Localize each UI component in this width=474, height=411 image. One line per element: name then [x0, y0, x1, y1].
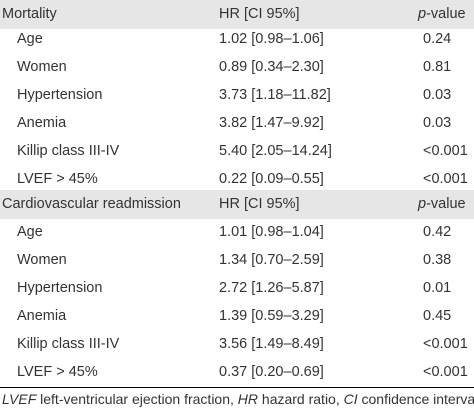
table-row: Killip class III-IV 5.40 [2.05–14.24] <0…	[0, 137, 474, 166]
table-row: Hypertension 3.73 [1.18–11.82] 0.03	[0, 81, 474, 110]
hr-value: 5.40 [2.05–14.24]	[219, 143, 332, 159]
p-value: 0.03	[423, 115, 452, 131]
p-value: <0.001	[423, 171, 468, 187]
table-row: Killip class III-IV 3.56 [1.49–8.49] <0.…	[0, 330, 474, 359]
p-value: 0.81	[423, 59, 452, 75]
section-label-readmission: Cardiovascular readmission	[2, 196, 181, 212]
hr-value: 2.72 [1.26–5.87]	[219, 280, 324, 296]
hr-value: 0.22 [0.09–0.55]	[219, 171, 324, 187]
p-value: 0.24	[423, 31, 452, 47]
variable-label: Age	[17, 224, 43, 240]
variable-label: Women	[17, 59, 67, 75]
variable-label: Killip class III-IV	[17, 336, 120, 352]
table-row: Hypertension 2.72 [1.26–5.87] 0.01	[0, 274, 474, 303]
hr-value: 1.39 [0.59–3.29]	[219, 308, 324, 324]
p-value: <0.001	[423, 336, 468, 352]
p-value: <0.001	[423, 143, 468, 159]
table-bottom-rule	[0, 387, 474, 388]
section-label-mortality: Mortality	[2, 6, 57, 22]
table-row: LVEF > 45% 0.37 [0.20–0.69] <0.001	[0, 358, 474, 387]
hr-value: 3.73 [1.18–11.82]	[219, 87, 331, 103]
variable-label: Women	[17, 252, 67, 268]
variable-label: Age	[17, 31, 43, 47]
hr-value: 0.37 [0.20–0.69]	[219, 364, 324, 380]
p-value: 0.45	[423, 308, 452, 324]
p-value: 0.03	[423, 87, 452, 103]
table-row: Anemia 3.82 [1.47–9.92] 0.03	[0, 109, 474, 138]
variable-label: LVEF > 45%	[17, 364, 98, 380]
hr-value: 3.82 [1.47–9.92]	[219, 115, 324, 131]
variable-label: Killip class III-IV	[17, 143, 120, 159]
p-value: 0.38	[423, 252, 452, 268]
hr-column-header: HR [CI 95%]	[219, 196, 300, 212]
table-row: Anemia 1.39 [0.59–3.29] 0.45	[0, 302, 474, 331]
variable-label: LVEF > 45%	[17, 171, 98, 187]
mortality-header-row: Mortality HR [CI 95%] p-value	[0, 0, 474, 29]
table-row: Women 0.89 [0.34–2.30] 0.81	[0, 53, 474, 82]
p-value-column-header: p-value	[418, 196, 466, 212]
p-value: 0.01	[423, 280, 452, 296]
variable-label: Anemia	[17, 115, 67, 131]
table-row: Women 1.34 [0.70–2.59] 0.38	[0, 246, 474, 275]
p-value: 0.42	[423, 224, 452, 240]
variable-label: Anemia	[17, 308, 67, 324]
readmission-header-row: Cardiovascular readmission HR [CI 95%] p…	[0, 190, 474, 219]
table-row: LVEF > 45% 0.22 [0.09–0.55] <0.001	[0, 165, 474, 194]
variable-label: Hypertension	[17, 87, 103, 103]
hr-value: 0.89 [0.34–2.30]	[219, 59, 324, 75]
hr-value: 1.02 [0.98–1.06]	[219, 31, 324, 47]
p-value-column-header: p-value	[418, 6, 466, 22]
table-row: Age 1.02 [0.98–1.06] 0.24	[0, 25, 474, 54]
table-row: Age 1.01 [0.98–1.04] 0.42	[0, 218, 474, 247]
variable-label: Hypertension	[17, 280, 103, 296]
hr-column-header: HR [CI 95%]	[219, 6, 300, 22]
table-footnote: LVEF left-ventricular ejection fraction,…	[2, 391, 474, 407]
hr-value: 3.56 [1.49–8.49]	[219, 336, 324, 352]
hr-value: 1.01 [0.98–1.04]	[219, 224, 324, 240]
hr-value: 1.34 [0.70–2.59]	[219, 252, 324, 268]
p-value: <0.001	[423, 364, 468, 380]
